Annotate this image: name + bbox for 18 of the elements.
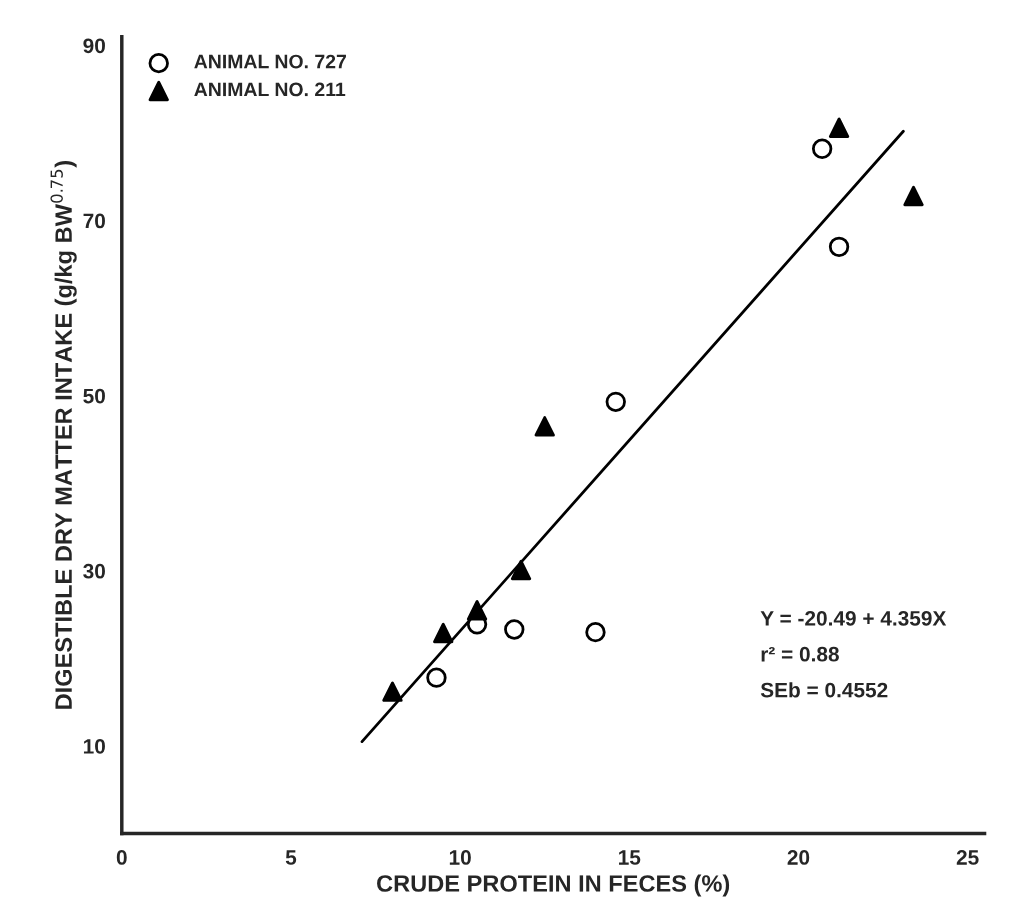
- y-tick-label: 70: [83, 213, 105, 229]
- y-tick-label: 30: [83, 563, 105, 579]
- annotation: SEb = 0.4552: [760, 682, 888, 698]
- y-tick-label: 10: [83, 738, 105, 754]
- legend-label: ANIMAL NO. 211: [194, 82, 346, 97]
- y-axis-title: DIGESTIBLE DRY MATTER INTAKE (g/kg BW$^{0.75}$): [50, 161, 77, 709]
- x-tick-label: 25: [956, 850, 979, 865]
- legend-label: ANIMAL NO. 727: [194, 54, 346, 69]
- x-tick-label: 20: [787, 850, 810, 865]
- x-tick-label: 0: [116, 850, 127, 865]
- annotation: Y = -20.49 + 4.359X: [760, 610, 947, 626]
- x-tick-label: 15: [619, 850, 641, 865]
- x-tick-label: 10: [449, 850, 471, 865]
- y-tick-label: 50: [83, 388, 105, 404]
- x-tick-label: 5: [285, 850, 297, 865]
- x-axis-title: CRUDE PROTEIN IN FECES (%): [377, 874, 730, 897]
- annotation: r² = 0.88: [761, 646, 839, 662]
- y-tick-label: 90: [83, 38, 105, 54]
